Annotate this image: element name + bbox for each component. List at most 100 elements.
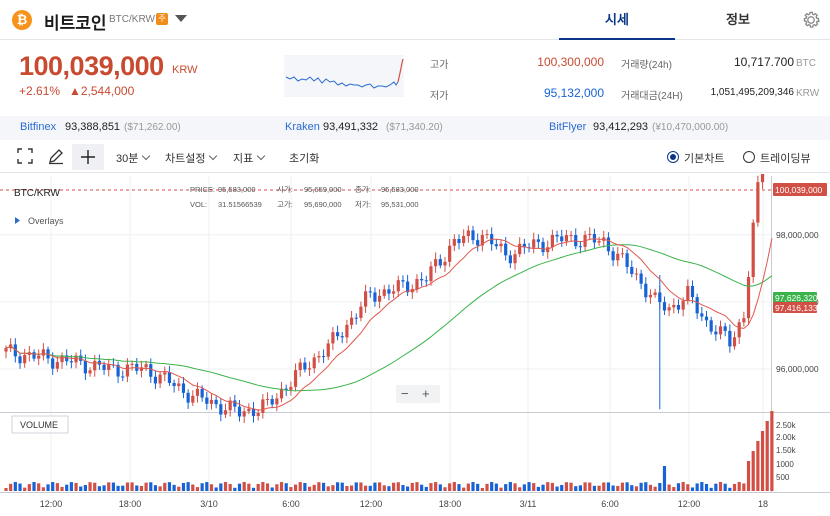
chart-settings-menu[interactable]: 차트설정 — [165, 150, 218, 166]
time-axis-labels: 12:00 18:00 3/10 6:00 12:00 18:00 3/11 6:00 12:0… — [40, 499, 768, 509]
volume-bar — [200, 483, 204, 491]
volume-bar — [695, 483, 699, 491]
exchange-name[interactable]: BitFlyer — [549, 121, 587, 133]
candle-body — [662, 302, 667, 311]
candle-body — [606, 237, 611, 252]
volume-bar — [242, 482, 246, 491]
candle-body — [233, 400, 237, 407]
candle-body — [359, 306, 363, 318]
amount-label: 거래대금(24H) — [621, 91, 683, 102]
tab-price[interactable]: 시세 — [559, 0, 675, 40]
candle-body — [746, 277, 751, 319]
ma-long-tag: 97,626,320 — [775, 293, 818, 303]
zoom-out-button[interactable]: − — [401, 386, 409, 401]
volume-bar — [177, 486, 181, 491]
candle-body — [13, 344, 17, 357]
radio-trading-view[interactable] — [743, 151, 755, 163]
volume-bar — [167, 482, 172, 491]
volume-bar — [429, 483, 433, 491]
volume-bar — [102, 485, 106, 491]
exchange-price: 93,491,332 — [323, 121, 379, 133]
candlestick-chart[interactable]: 99,000,00098,000,00097,000,00096,000,000… — [0, 174, 830, 516]
volume-bar — [144, 482, 148, 491]
chevron-down-icon[interactable] — [175, 15, 187, 22]
candle-body — [742, 318, 746, 323]
reset-button[interactable]: 초기화 — [289, 153, 320, 165]
indicators-menu[interactable]: 지표 — [233, 150, 266, 166]
chart-grid — [0, 176, 771, 492]
volume-bar — [270, 487, 274, 491]
candle-body — [51, 358, 55, 369]
last-price-tag: 100,039,000 — [775, 185, 823, 195]
candle-body — [504, 243, 508, 256]
volume-bar — [518, 487, 522, 491]
candle-body — [429, 266, 433, 282]
high-value: 100,300,000 — [537, 55, 604, 69]
volume-bar — [704, 483, 709, 491]
radio-selected-dot — [669, 153, 676, 160]
interval-select[interactable]: 30분 — [116, 150, 151, 166]
coin-header: ₿ 비트코인 BTC/KRW 주 시세 정보 — [0, 0, 830, 40]
volume-bar — [681, 482, 685, 491]
volume-bar — [382, 485, 386, 491]
candle-body — [23, 354, 27, 364]
candle-body — [223, 410, 228, 415]
exchange-usd: ($71,262.00) — [124, 122, 181, 133]
candle-body — [116, 364, 120, 377]
zoom-controls: − + — [396, 385, 440, 403]
candle-body — [760, 174, 765, 183]
volume-bar — [279, 482, 284, 491]
candle-body — [723, 326, 727, 331]
candle-body — [588, 233, 592, 235]
zoom-in-button[interactable]: + — [422, 386, 430, 401]
gear-icon[interactable] — [800, 9, 822, 31]
volume-bar — [532, 483, 536, 491]
candle-body — [756, 182, 760, 223]
volume-bar — [27, 484, 31, 491]
legend-open: 95,659,000 — [304, 185, 342, 194]
radio-basic-chart[interactable] — [667, 151, 679, 163]
legend-price: 95,583,000 — [218, 185, 256, 194]
volume-bar — [125, 482, 130, 491]
tab-info[interactable]: 정보 — [726, 12, 750, 27]
volume-bar — [410, 482, 414, 491]
volume-bar — [448, 483, 452, 491]
volume-bar — [13, 482, 17, 491]
indicators-label: 지표 — [233, 153, 254, 165]
pencil-icon[interactable] — [47, 147, 65, 165]
volume-bar — [592, 485, 597, 491]
volume-bar — [700, 482, 704, 491]
candle-body — [163, 372, 167, 375]
volume-bar — [116, 485, 120, 491]
volume-bar — [415, 482, 419, 491]
candle-body — [452, 238, 456, 246]
legend-open-label: 시가: — [277, 185, 293, 194]
ma-long-tag-bg — [773, 292, 817, 303]
volume-bar — [335, 482, 340, 491]
candle-body — [471, 230, 475, 241]
candle-body — [382, 289, 386, 296]
candle-body — [508, 255, 512, 264]
volume-bar — [714, 483, 718, 491]
coin-name[interactable]: 비트코인 — [44, 14, 107, 33]
exchange-price: 93,412,293 — [593, 121, 649, 133]
crosshair-button[interactable] — [72, 144, 104, 170]
volume-bar — [233, 487, 237, 491]
volume-label[interactable]: VOLUME — [20, 420, 58, 430]
candle-body — [191, 395, 195, 403]
zoom-controls-bg — [396, 385, 440, 403]
overlays-toggle[interactable]: Overlays — [28, 216, 64, 226]
volume-bar — [541, 484, 545, 491]
exchange-name[interactable]: Kraken — [285, 121, 320, 133]
interval-label: 30분 — [116, 153, 139, 165]
exchange-name[interactable]: Bitfinex — [20, 121, 57, 133]
candle-body — [681, 300, 685, 310]
candle-body — [144, 364, 148, 368]
fullscreen-icon[interactable] — [16, 147, 34, 165]
candle-body — [195, 388, 200, 396]
candle-body — [321, 356, 326, 358]
volume-bar — [504, 484, 508, 491]
candle-body — [406, 281, 410, 293]
caret-right-icon[interactable] — [15, 217, 20, 224]
volume-bar — [499, 487, 503, 491]
